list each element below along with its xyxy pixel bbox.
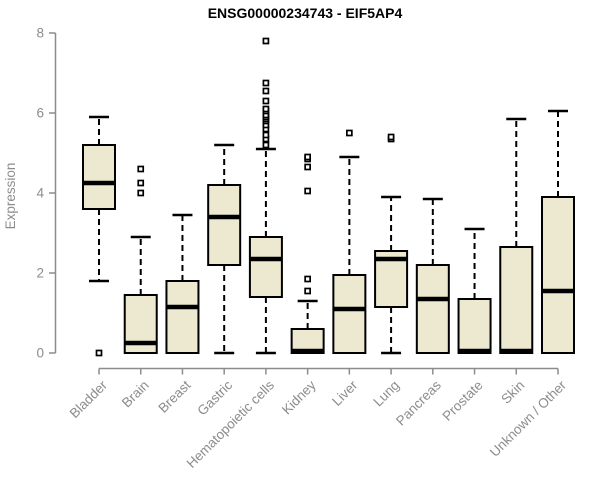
x-category-label-brain: Brain	[119, 378, 152, 411]
outlier-point	[387, 133, 395, 141]
y-tick-label: 4	[36, 186, 44, 201]
outlier-point	[95, 349, 103, 357]
x-category-label-breast: Breast	[155, 377, 193, 415]
box-group-prostate	[457, 227, 492, 354]
outlier-point	[262, 79, 270, 87]
outlier-point	[304, 187, 311, 195]
iqr-box	[207, 184, 242, 266]
iqr-box	[499, 246, 534, 354]
box-group-gastric	[207, 143, 242, 355]
iqr-box	[165, 280, 200, 354]
outlier-point	[304, 287, 311, 295]
box-group-kidney	[290, 153, 325, 354]
outlier-point	[262, 131, 270, 139]
iqr-box	[540, 196, 575, 354]
x-category-label-pancreas: Pancreas	[393, 377, 444, 428]
y-tick-label: 6	[36, 106, 44, 121]
outlier-point	[137, 165, 145, 173]
y-tick-label: 0	[36, 346, 44, 361]
box-group-lung	[374, 133, 409, 355]
iqr-box	[248, 236, 283, 298]
iqr-box	[415, 264, 450, 354]
outlier-point	[262, 37, 270, 45]
outlier-point	[262, 105, 270, 113]
y-axis: 0 2 4 6 8	[36, 26, 57, 361]
box-group-unknown-other	[540, 109, 575, 354]
outlier-point	[137, 179, 145, 187]
outlier-point	[346, 129, 353, 137]
y-tick-label: 2	[36, 266, 44, 281]
outlier-point	[304, 153, 311, 161]
outlier-point	[304, 275, 311, 283]
box-group-liver	[332, 129, 367, 354]
iqr-box	[457, 298, 492, 354]
x-category-label-skin: Skin	[498, 378, 527, 407]
x-category-label-lung: Lung	[370, 378, 402, 410]
box-group-pancreas	[415, 197, 450, 354]
x-category-label-bladder: Bladder	[67, 377, 111, 421]
outlier-point	[262, 97, 270, 105]
box-group-hematopoietic-cells	[248, 37, 283, 355]
y-axis-label: Expression	[3, 163, 18, 230]
x-category-label-gastric: Gastric	[194, 377, 235, 418]
x-category-label-prostate: Prostate	[440, 378, 486, 424]
chart-title: ENSG00000234743 - EIF5AP4	[208, 5, 403, 21]
x-category-label-unknown-other: Unknown / Other	[487, 377, 570, 460]
box-group-breast	[165, 213, 200, 354]
outlier-point	[262, 141, 270, 149]
outlier-point	[304, 163, 311, 171]
outlier-point	[137, 189, 145, 197]
box-group-skin	[499, 117, 534, 354]
box-group-bladder	[82, 115, 116, 357]
x-category-label-kidney: Kidney	[279, 377, 319, 417]
y-tick-label: 8	[36, 26, 44, 41]
x-category-label-liver: Liver	[329, 377, 361, 409]
iqr-box	[332, 274, 367, 354]
iqr-box	[82, 144, 116, 210]
box-group-brain	[123, 165, 158, 354]
boxes-layer	[82, 37, 575, 357]
outlier-point	[262, 87, 270, 95]
